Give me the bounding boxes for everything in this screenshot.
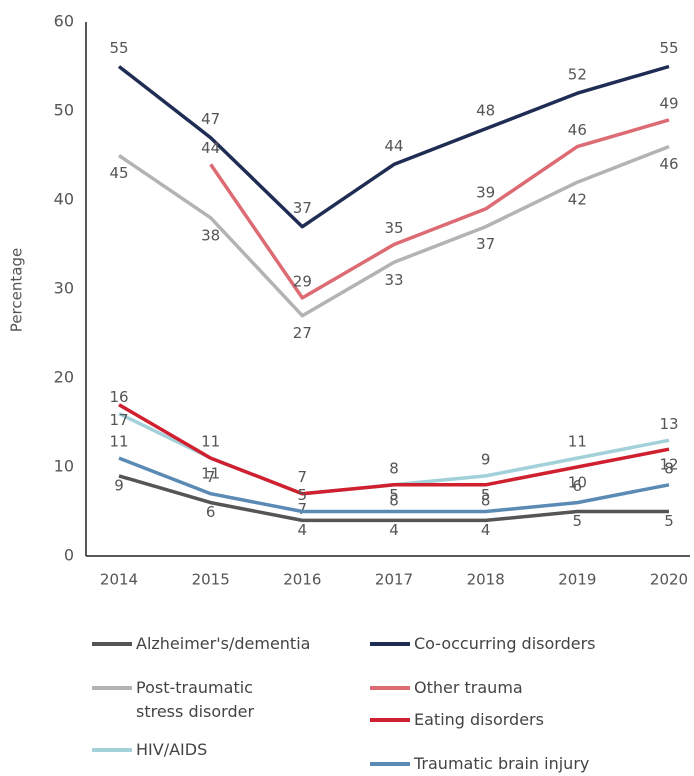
data-label: 5 (664, 512, 674, 530)
data-label: 35 (384, 219, 403, 237)
x-tick-label: 2017 (375, 571, 413, 589)
data-label: 9 (481, 450, 491, 468)
data-label: 11 (201, 465, 220, 483)
series-line (118, 456, 670, 514)
legend-label: Post-traumatic stress disorder (136, 678, 255, 721)
y-tick-label: 10 (54, 457, 74, 476)
legend-item: Other trauma (370, 676, 639, 700)
data-label: 55 (109, 39, 128, 57)
series-line (118, 144, 670, 318)
legend-label: Other trauma (414, 678, 523, 697)
data-label: 49 (659, 94, 678, 112)
data-label: 11 (568, 433, 587, 451)
x-tick-label: 2018 (467, 571, 505, 589)
x-tick-label: 2014 (100, 571, 138, 589)
data-label: 29 (293, 272, 312, 290)
x-tick-label: 2019 (558, 571, 596, 589)
data-label: 37 (293, 199, 312, 217)
legend-item: Alzheimer's/dementia (92, 632, 361, 656)
legend-item: HIV/AIDS (92, 738, 361, 762)
data-label: 47 (201, 110, 220, 128)
data-label: 44 (384, 137, 403, 155)
series-line (117, 64, 670, 229)
legend-item: Co-occurring disorders (370, 632, 639, 656)
legend-swatch (370, 686, 410, 690)
y-axis-label: Percentage (8, 248, 26, 332)
x-tick-label: 2020 (650, 571, 688, 589)
data-label: 5 (481, 486, 491, 504)
data-label: 37 (476, 235, 495, 253)
y-tick-label: 0 (64, 546, 74, 565)
data-label: 7 (298, 468, 308, 486)
data-label: 5 (573, 512, 583, 530)
legend-item: Eating disorders (370, 708, 639, 732)
series-line (118, 403, 670, 496)
legend-swatch (92, 748, 132, 752)
legend-item: Traumatic brain injury (370, 752, 639, 776)
legend-swatch (370, 762, 410, 766)
data-label: 16 (109, 388, 128, 406)
data-label: 4 (298, 521, 308, 539)
data-label: 46 (568, 121, 587, 139)
legend-swatch (92, 642, 132, 646)
data-label: 9 (114, 476, 124, 494)
data-label: 27 (293, 324, 312, 342)
data-label: 48 (476, 101, 495, 119)
data-label: 11 (109, 433, 128, 451)
data-label: 12 (659, 456, 678, 474)
data-label: 8 (664, 459, 674, 477)
data-label: 8 (389, 459, 399, 477)
data-label: 4 (389, 521, 399, 539)
chart: Percentage 0 10 20 30 40 50 60 2014 2015 2016 2017… (8, 12, 690, 589)
legend-label: HIV/AIDS (136, 740, 208, 759)
y-tick-label: 20 (54, 368, 74, 387)
data-label: 11 (201, 433, 220, 451)
data-label: 6 (573, 477, 583, 495)
y-tick-label: 40 (54, 190, 74, 209)
data-label: 7 (206, 468, 216, 486)
data-label: 5 (389, 486, 399, 504)
data-label: 45 (109, 164, 128, 182)
legend-label: Eating disorders (414, 710, 544, 729)
x-tick-label: 2015 (192, 571, 230, 589)
y-tick-label: 50 (54, 101, 74, 120)
y-tick-label: 60 (54, 12, 74, 31)
data-label: 17 (109, 411, 128, 429)
data-label: 13 (659, 415, 678, 433)
y-tick-label: 30 (54, 279, 74, 298)
legend-label: Traumatic brain injury (414, 754, 590, 773)
data-label: 5 (298, 486, 308, 504)
data-label: 33 (384, 271, 403, 289)
data-label: 55 (659, 39, 678, 57)
data-label: 44 (201, 139, 220, 157)
series-line (209, 118, 670, 300)
legend-label: Co-occurring disorders (414, 634, 596, 653)
data-label: 10 (568, 474, 587, 492)
legend-swatch (92, 686, 132, 690)
legend-swatch (370, 718, 410, 722)
data-label: 7 (298, 500, 308, 518)
data-label: 38 (201, 226, 220, 244)
data-label: 8 (481, 491, 491, 509)
data-label: 39 (476, 183, 495, 201)
data-label: 4 (481, 521, 491, 539)
data-label: 6 (206, 503, 216, 521)
data-label: 46 (659, 155, 678, 173)
series-line (118, 474, 669, 523)
data-label: 8 (389, 491, 399, 509)
legend-label: Alzheimer's/dementia (136, 634, 311, 653)
legend-swatch (370, 642, 410, 646)
x-tick-label: 2016 (283, 571, 321, 589)
data-label: 42 (568, 191, 587, 209)
legend-item: Post-traumatic stress disorder (92, 676, 296, 724)
data-label: 52 (568, 66, 587, 84)
